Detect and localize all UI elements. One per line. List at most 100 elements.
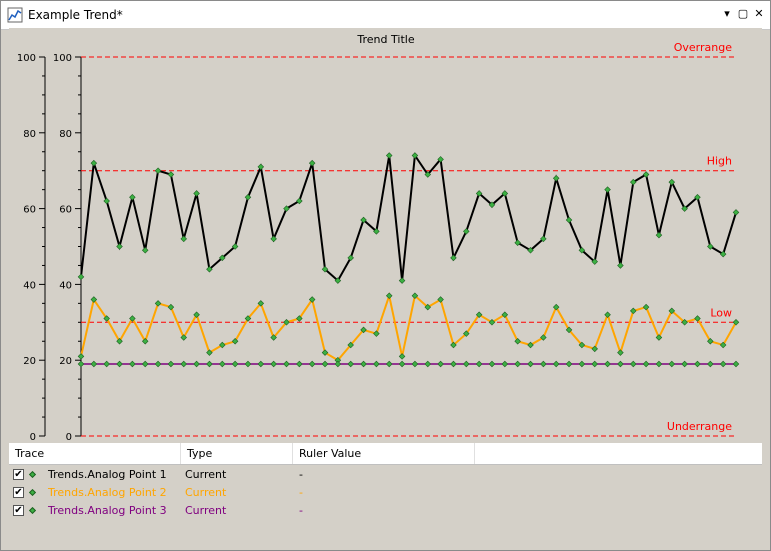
data-point: [373, 360, 380, 368]
data-point: [694, 315, 701, 322]
data-point: [193, 311, 200, 318]
data-point: [681, 319, 688, 326]
trace-visible-checkbox[interactable]: ✔: [13, 487, 24, 498]
data-point: [681, 205, 688, 212]
header-type[interactable]: Type: [181, 443, 293, 464]
data-point: [527, 341, 534, 349]
data-point: [591, 258, 598, 265]
reference-line-label: Underrange: [667, 420, 732, 433]
trace-marker-icon: [28, 470, 37, 479]
data-point: [475, 311, 483, 318]
legend-row[interactable]: ✔ Trends.Analog Point 1 Current -: [9, 466, 762, 484]
data-point: [450, 360, 457, 368]
legend-header: Trace Type Ruler Value: [9, 443, 762, 465]
data-point: [373, 228, 380, 235]
trace-type: Current: [185, 486, 227, 499]
data-point: [347, 341, 354, 349]
data-point: [578, 360, 586, 368]
series-line: [80, 292, 737, 362]
data-point: [231, 360, 239, 368]
data-point: [270, 235, 277, 243]
trace-type: Current: [185, 504, 227, 517]
reference-line-label: Overrange: [674, 41, 732, 54]
data-point: [540, 334, 547, 341]
data-point: [488, 201, 496, 209]
data-point: [604, 360, 611, 368]
trace-legend: Trace Type Ruler Value ✔ Trends.Analog Po…: [9, 443, 762, 543]
data-point: [321, 360, 329, 368]
trend-chart[interactable]: 100 80 60 40 20 0 100 80 60 40 20 0 Overrange High Lo…: [9, 28, 762, 443]
reference-line-label: High: [707, 155, 732, 168]
data-point: [193, 190, 200, 197]
data-point: [385, 360, 393, 368]
data-point: [308, 360, 316, 368]
data-point: [129, 193, 136, 201]
data-point: [90, 296, 98, 303]
data-point: [617, 349, 624, 356]
legend-row[interactable]: ✔ Trends.Analog Point 3 Current -: [9, 502, 762, 520]
data-point: [116, 243, 123, 250]
data-point: [308, 159, 316, 167]
data-point: [219, 341, 226, 349]
data-point: [617, 262, 624, 269]
data-point: [488, 319, 496, 326]
data-point: [424, 303, 432, 311]
y-tick-label: 20: [59, 356, 72, 367]
data-point: [630, 360, 637, 368]
data-point: [668, 307, 676, 315]
data-point: [167, 360, 175, 368]
data-point: [321, 265, 329, 273]
data-point: [540, 360, 547, 368]
data-point: [244, 360, 252, 368]
data-point: [206, 265, 213, 273]
data-point: [116, 360, 123, 368]
data-point: [450, 341, 457, 349]
data-point: [180, 334, 187, 341]
y-tick-label: 20: [23, 356, 36, 367]
trace-visible-checkbox[interactable]: ✔: [13, 505, 24, 516]
data-point: [296, 315, 303, 322]
data-point: [719, 341, 727, 349]
data-point: [437, 156, 444, 163]
data-point: [244, 315, 252, 322]
header-ruler-value[interactable]: Ruler Value: [293, 443, 475, 464]
data-point: [257, 360, 265, 368]
data-point: [193, 360, 200, 368]
data-point: [719, 360, 727, 368]
data-point: [296, 360, 303, 368]
data-point: [475, 360, 483, 368]
data-point: [270, 334, 277, 341]
data-point: [347, 360, 354, 368]
y-tick-label: 60: [59, 205, 72, 216]
data-point: [501, 190, 509, 197]
y-tick-label: 0: [30, 432, 36, 441]
data-point: [655, 334, 663, 341]
trace-marker-icon: [28, 506, 37, 515]
data-point: [231, 243, 239, 250]
data-point: [334, 356, 342, 364]
data-point: [578, 341, 586, 349]
restore-button[interactable]: ▢: [737, 7, 749, 20]
data-point: [116, 337, 123, 345]
trend-chart-svg: 100 80 60 40 20 0 100 80 60 40 20 0 Overrange High Lo…: [17, 33, 740, 443]
data-point: [552, 175, 560, 182]
trace-ruler-value: -: [299, 468, 303, 481]
close-button[interactable]: ✕: [754, 7, 764, 20]
trace-type: Current: [185, 468, 227, 481]
data-point: [270, 360, 277, 368]
data-point: [540, 235, 547, 243]
data-point: [103, 197, 110, 205]
data-point: [668, 178, 676, 186]
title-bar: Example Trend* ▾ ▢ ✕: [1, 1, 770, 30]
dropdown-button[interactable]: ▾: [724, 7, 730, 20]
legend-row[interactable]: ✔ Trends.Analog Point 2 Current -: [9, 484, 762, 502]
data-point: [527, 247, 534, 254]
data-point: [257, 163, 265, 171]
data-point: [129, 360, 136, 368]
data-point: [129, 315, 136, 322]
data-point: [463, 360, 470, 368]
data-point: [77, 353, 85, 360]
header-trace[interactable]: Trace: [9, 443, 181, 464]
trace-visible-checkbox[interactable]: ✔: [13, 469, 24, 480]
y-tick-label: 40: [59, 280, 72, 291]
